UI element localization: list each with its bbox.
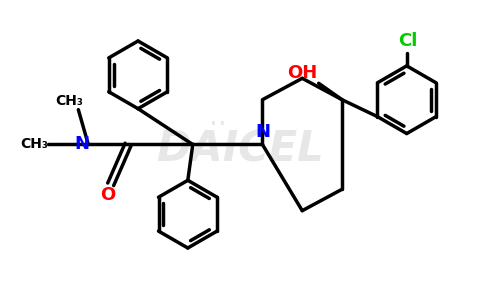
Text: Cl: Cl — [398, 32, 417, 50]
Text: N: N — [75, 135, 90, 154]
Text: ··: ·· — [209, 110, 226, 139]
Text: DAICEL: DAICEL — [156, 129, 324, 170]
Text: N: N — [255, 123, 270, 141]
Text: CH₃: CH₃ — [20, 137, 48, 152]
Text: CH₃: CH₃ — [56, 94, 84, 108]
Text: O: O — [100, 186, 116, 204]
Text: OH: OH — [287, 64, 318, 82]
